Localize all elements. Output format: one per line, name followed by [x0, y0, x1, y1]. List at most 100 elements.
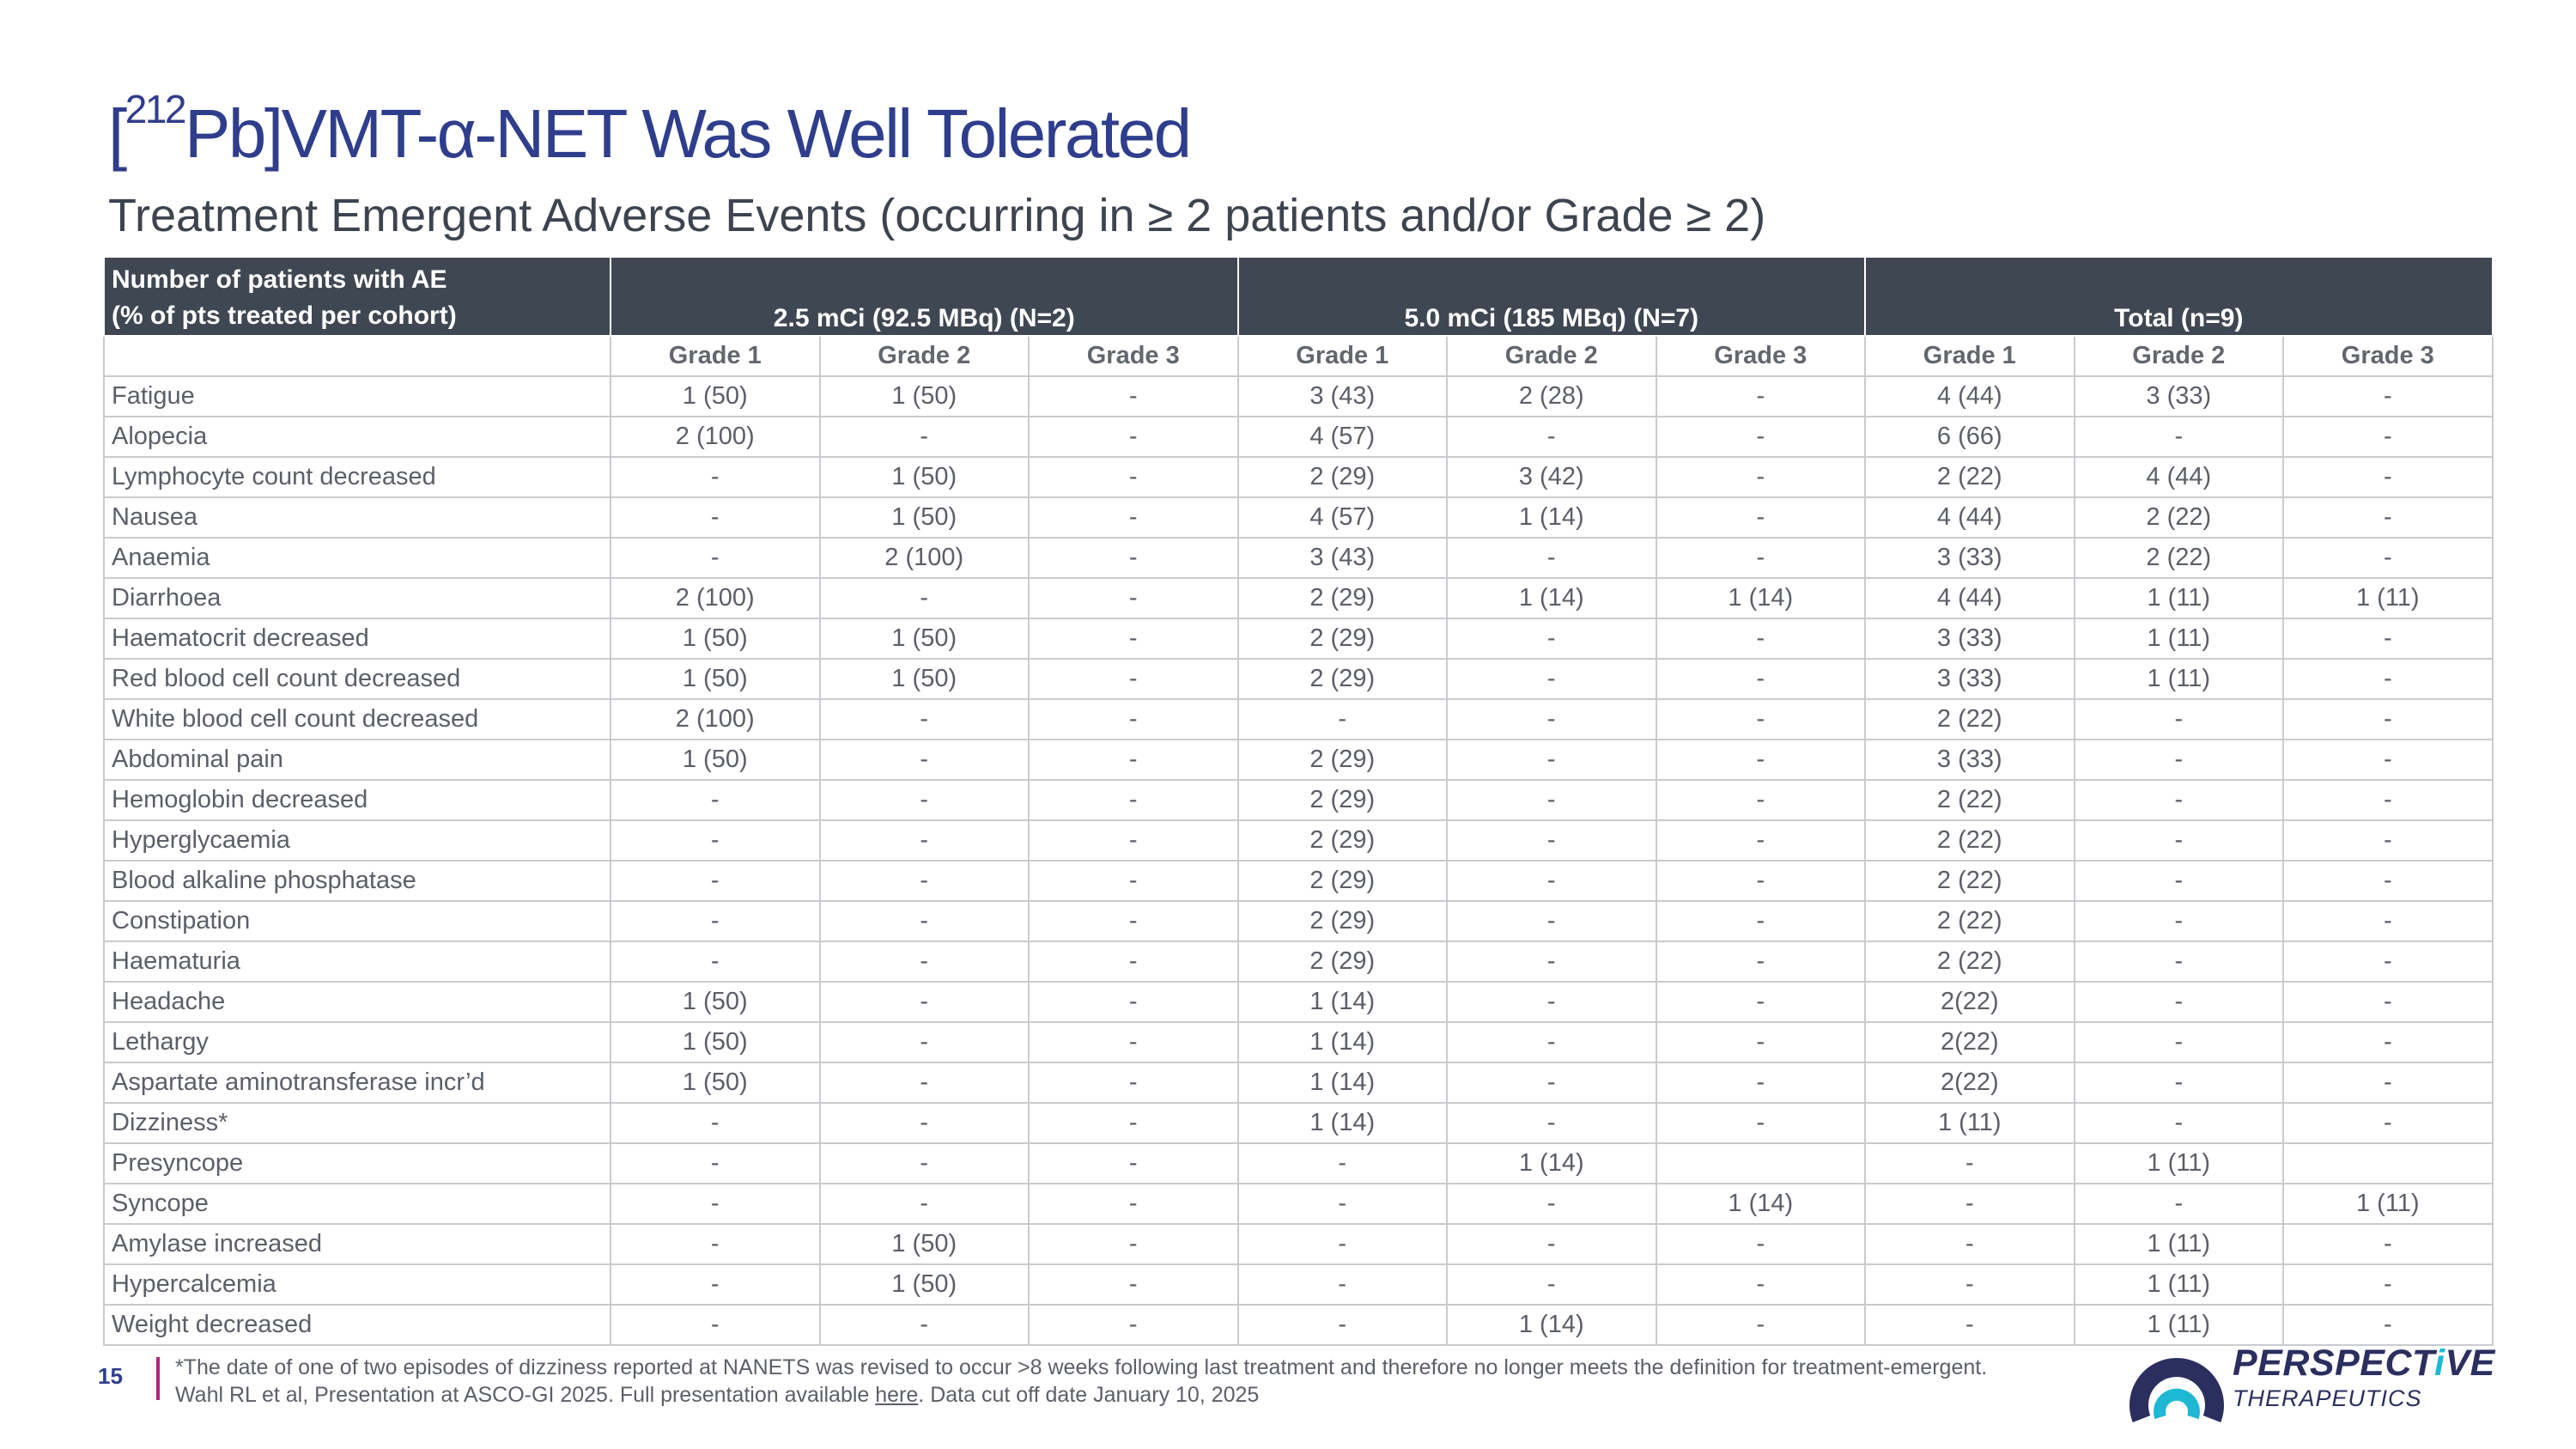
- table-cell: -: [2282, 860, 2494, 902]
- table-cell: 2 (29): [1236, 739, 1449, 781]
- table-cell: -: [610, 1102, 821, 1144]
- table-cell: -: [818, 698, 1030, 740]
- table-row: Nausea -1 (50) -4 (57) 1 (14) -4 (44) 2 (22) -: [103, 496, 2494, 539]
- table-cell: -: [1028, 1183, 1239, 1225]
- table-row: Blood alkaline phosphatase - - -2 (29) - -2 (…: [103, 860, 2494, 902]
- grade-header-blank: [103, 335, 611, 377]
- adverse-event-name: Haematocrit decreased: [103, 618, 611, 660]
- table-cell: 6 (66): [1864, 416, 2075, 458]
- table-cell: -: [2282, 416, 2494, 458]
- table-cell: -: [1028, 456, 1239, 498]
- table-cell: -: [1028, 900, 1239, 942]
- table-cell: -: [1028, 618, 1239, 660]
- table-cell: -: [1028, 658, 1239, 700]
- table-cell: -: [1236, 1263, 1449, 1306]
- table-row: Diarrhoea 2 (100) - -2 (29) 1 (14) 1 (14) 4 (4…: [103, 577, 2494, 619]
- table-cell: 1 (50): [610, 375, 821, 417]
- table-cell: -: [1446, 1263, 1657, 1306]
- table-cell: 2 (22): [1864, 900, 2075, 942]
- adverse-event-name: Syncope: [103, 1183, 611, 1225]
- table-cell: -: [610, 779, 821, 821]
- table-cell: -: [1028, 1263, 1239, 1306]
- table-row: Presyncope - - - -1 (14) -1 (11): [103, 1142, 2494, 1184]
- table-cell: -: [1446, 1183, 1657, 1225]
- table-row: Haematocrit decreased 1 (50) 1 (50) -2 (29)…: [103, 618, 2494, 660]
- table-row: Amylase increased -1 (50) - - - - -1 (11) -: [103, 1223, 2494, 1265]
- table-cell: -: [610, 860, 821, 902]
- table-cell: -: [2282, 496, 2494, 539]
- table-cell: -: [2073, 1062, 2285, 1104]
- grade-header: Grade 1: [1236, 335, 1449, 377]
- table-cell: 2(22): [1864, 981, 2075, 1023]
- table-cell: 2 (29): [1236, 900, 1449, 942]
- table-row: Hemoglobin decreased - - -2 (29) - -2 (22) - -: [103, 779, 2494, 821]
- table-cell: 4 (57): [1236, 496, 1449, 539]
- table-cell: 1 (50): [610, 658, 821, 700]
- table-cell: 2 (100): [610, 416, 821, 458]
- table-cell: -: [1028, 416, 1239, 458]
- table-cell: 2 (29): [1236, 779, 1449, 821]
- logo-name-main: PERSPECT: [2233, 1342, 2434, 1384]
- table-cell: -: [818, 900, 1030, 942]
- table-cell: -: [1655, 1223, 1867, 1265]
- table-cell: 4 (44): [1864, 496, 2075, 539]
- table-cell: -: [1446, 698, 1657, 740]
- table-cell: -: [2282, 456, 2494, 498]
- table-cell: -: [2073, 779, 2285, 821]
- adverse-event-name: Hyperglycaemia: [103, 819, 611, 861]
- table-cell: -: [1028, 1223, 1239, 1265]
- grade-header: Grade 2: [818, 335, 1030, 377]
- table-cell: -: [610, 900, 821, 942]
- table-cell: -: [1655, 456, 1867, 498]
- table-cell: -: [818, 577, 1030, 619]
- table-cell: 2 (100): [610, 698, 821, 740]
- table-cell: -: [2282, 739, 2494, 781]
- logo-name-end: VE: [2445, 1342, 2495, 1384]
- table-cell: -: [1655, 941, 1867, 983]
- logo-subtitle: THERAPEUTICS: [2233, 1385, 2422, 1411]
- table-cell: 1 (50): [818, 1263, 1030, 1306]
- table-cell: 1 (14): [1236, 1102, 1449, 1144]
- table-cell: 2 (29): [1236, 941, 1449, 983]
- table-cell: 2 (29): [1236, 618, 1449, 660]
- table-row: Aspartate aminotransferase incr’d 1 (50) -…: [103, 1062, 2494, 1104]
- table-cell: 1 (14): [1655, 1183, 1867, 1225]
- table-cell: -: [2282, 1062, 2494, 1104]
- table-cell: 4 (44): [1864, 375, 2075, 417]
- table-cell: 1 (11): [2282, 1183, 2494, 1225]
- table-cell: -: [2073, 698, 2285, 740]
- table-cell: 2 (28): [1446, 375, 1657, 417]
- table-cell: -: [2282, 698, 2494, 740]
- table-cell: 1 (50): [610, 1062, 821, 1104]
- table-cell: -: [818, 981, 1030, 1023]
- table-cell: 2(22): [1864, 1021, 2075, 1063]
- presentation-link[interactable]: here: [875, 1383, 919, 1407]
- adverse-event-name: Lymphocyte count decreased: [103, 456, 611, 498]
- footnote-citation: Wahl RL et al, Presentation at ASCO-GI 2…: [175, 1381, 1987, 1409]
- table-row: Syncope - - - - -1 (14) - -1 (11): [103, 1183, 2494, 1225]
- table-cell: 1 (50): [818, 1223, 1030, 1265]
- table-cell: -: [1028, 779, 1239, 821]
- table-cell: 1 (11): [2282, 577, 2494, 619]
- table-cell: -: [1446, 941, 1657, 983]
- table-cell: -: [2282, 658, 2494, 700]
- table-cell: -: [1655, 1062, 1867, 1104]
- table-cell: 2 (29): [1236, 819, 1449, 861]
- table-cell: 2 (29): [1236, 658, 1449, 700]
- adverse-event-name: Nausea: [103, 496, 611, 539]
- table-cell: 2 (22): [1864, 941, 2075, 983]
- table-cell: -: [2073, 1183, 2285, 1225]
- table-cell: -: [2282, 1263, 2494, 1306]
- table-row: Dizziness* - - -1 (14) - -1 (11) - -: [103, 1102, 2494, 1144]
- table-cell: -: [2073, 900, 2285, 942]
- table-cell: -: [1446, 779, 1657, 821]
- table-cell: -: [1028, 1021, 1239, 1063]
- table-cell: -: [1655, 900, 1867, 942]
- table-cell: -: [1655, 1304, 1867, 1346]
- table-row: Abdominal pain 1 (50) - -2 (29) - -3 (33) - -: [103, 739, 2494, 781]
- table-cell: 1 (50): [818, 496, 1030, 539]
- adverse-event-name: Alopecia: [103, 416, 611, 458]
- table-cell: -: [1655, 981, 1867, 1023]
- table-cell: -: [1028, 537, 1239, 579]
- table-cell: -: [2073, 981, 2285, 1023]
